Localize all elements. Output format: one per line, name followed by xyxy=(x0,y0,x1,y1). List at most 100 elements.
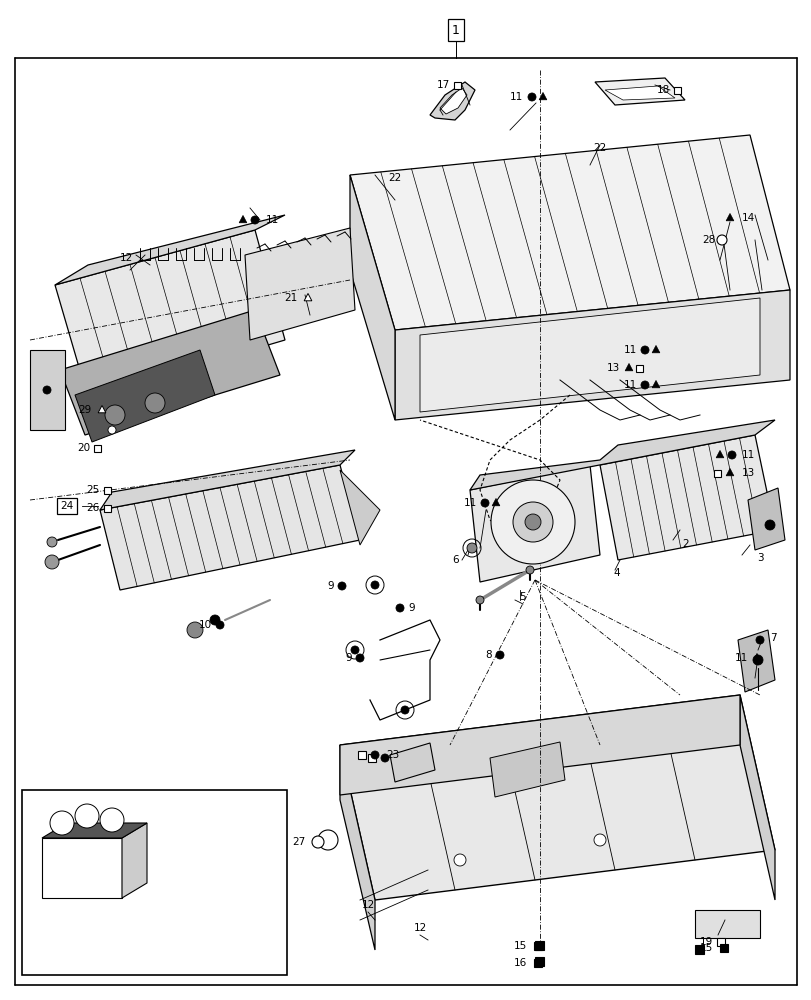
Circle shape xyxy=(496,651,504,659)
Polygon shape xyxy=(651,345,659,353)
Polygon shape xyxy=(725,213,733,221)
Polygon shape xyxy=(350,175,394,420)
Bar xyxy=(695,945,704,954)
Text: 5: 5 xyxy=(519,592,526,602)
Text: = 32: = 32 xyxy=(144,867,171,877)
Circle shape xyxy=(380,754,388,762)
Polygon shape xyxy=(100,465,359,590)
Text: 12: 12 xyxy=(119,253,133,263)
Text: 15: 15 xyxy=(699,943,712,953)
Text: 24: 24 xyxy=(60,501,74,511)
Text: 11: 11 xyxy=(623,380,636,390)
Polygon shape xyxy=(440,88,466,114)
Text: 20: 20 xyxy=(77,443,90,453)
Bar xyxy=(534,942,541,950)
Text: 11: 11 xyxy=(734,653,747,663)
Text: 16: 16 xyxy=(513,958,526,968)
Polygon shape xyxy=(30,350,65,430)
Polygon shape xyxy=(127,867,136,875)
Text: 11: 11 xyxy=(741,450,754,460)
Circle shape xyxy=(480,499,488,507)
Polygon shape xyxy=(594,78,684,105)
Polygon shape xyxy=(389,743,435,782)
Polygon shape xyxy=(747,488,784,550)
Polygon shape xyxy=(489,742,564,797)
Polygon shape xyxy=(42,838,122,898)
Text: = 30: = 30 xyxy=(144,815,170,825)
Circle shape xyxy=(251,216,259,224)
Text: = 34: = 34 xyxy=(144,919,171,929)
Text: 10: 10 xyxy=(199,620,212,630)
Circle shape xyxy=(640,346,648,354)
Circle shape xyxy=(58,819,66,827)
Circle shape xyxy=(350,646,358,654)
Bar xyxy=(714,470,721,477)
Circle shape xyxy=(127,815,137,825)
Bar xyxy=(534,941,544,950)
Bar xyxy=(636,364,642,371)
Circle shape xyxy=(466,543,476,553)
Text: 11: 11 xyxy=(509,92,522,102)
Text: 15: 15 xyxy=(513,941,526,951)
Text: 22: 22 xyxy=(388,173,401,183)
Text: 28: 28 xyxy=(702,235,715,245)
Text: 7: 7 xyxy=(769,633,775,643)
Text: 13: 13 xyxy=(606,363,620,373)
Circle shape xyxy=(371,581,379,589)
Bar xyxy=(22,790,286,975)
Circle shape xyxy=(45,555,59,569)
Polygon shape xyxy=(55,230,285,398)
Polygon shape xyxy=(419,298,759,412)
Text: KIT: KIT xyxy=(52,866,72,876)
Polygon shape xyxy=(394,290,789,420)
Text: 25: 25 xyxy=(87,485,100,495)
Circle shape xyxy=(145,393,165,413)
Text: 2: 2 xyxy=(682,539,689,549)
Bar xyxy=(367,754,375,762)
Text: 18: 18 xyxy=(656,85,669,95)
Bar xyxy=(674,87,680,94)
Circle shape xyxy=(337,582,345,590)
Text: 9: 9 xyxy=(407,603,414,613)
Bar xyxy=(454,82,461,89)
Text: 19: 19 xyxy=(699,937,712,947)
Circle shape xyxy=(47,537,57,547)
Circle shape xyxy=(210,615,220,625)
Circle shape xyxy=(727,451,735,459)
Circle shape xyxy=(525,514,540,530)
Text: 11: 11 xyxy=(463,498,476,508)
Text: 6: 6 xyxy=(452,555,459,565)
Polygon shape xyxy=(340,745,375,950)
Polygon shape xyxy=(122,823,147,898)
Bar xyxy=(534,959,541,967)
Polygon shape xyxy=(604,86,674,100)
Bar xyxy=(105,504,111,512)
Polygon shape xyxy=(304,293,311,301)
Circle shape xyxy=(108,426,116,434)
Text: 1: 1 xyxy=(452,24,459,37)
Circle shape xyxy=(526,566,534,574)
Bar xyxy=(127,919,136,928)
Text: 9: 9 xyxy=(327,581,333,591)
Text: 29: 29 xyxy=(79,405,92,415)
Polygon shape xyxy=(340,695,774,900)
Circle shape xyxy=(640,381,648,389)
Bar xyxy=(694,910,759,938)
Circle shape xyxy=(50,811,74,835)
Polygon shape xyxy=(340,470,380,545)
Bar xyxy=(534,957,544,966)
Polygon shape xyxy=(470,420,774,490)
Circle shape xyxy=(401,706,409,714)
Text: 11: 11 xyxy=(623,345,636,355)
Circle shape xyxy=(764,520,774,530)
Polygon shape xyxy=(753,653,760,661)
Polygon shape xyxy=(75,350,215,442)
Circle shape xyxy=(752,655,762,665)
Text: 11: 11 xyxy=(266,215,279,225)
Circle shape xyxy=(371,751,379,759)
Polygon shape xyxy=(470,465,599,582)
Circle shape xyxy=(83,812,91,820)
Bar xyxy=(105,487,111,493)
Circle shape xyxy=(318,830,337,850)
Circle shape xyxy=(755,636,763,644)
